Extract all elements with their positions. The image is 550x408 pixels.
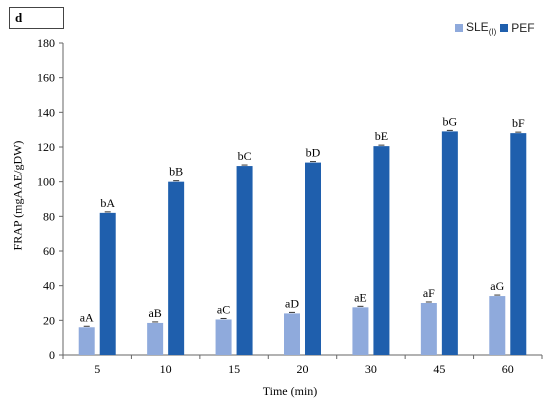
x-tick-label: 60 [502, 362, 514, 376]
y-tick-label: 40 [43, 279, 55, 293]
data-label: bC [238, 149, 252, 163]
y-tick-label: 0 [49, 348, 55, 362]
y-tick-label: 60 [43, 244, 55, 258]
legend: SLE(I) PEF [455, 20, 539, 36]
bar-pef [441, 131, 458, 355]
bar-pef [305, 162, 321, 355]
y-tick-label: 160 [37, 71, 55, 85]
x-tick-label: 5 [94, 362, 100, 376]
legend-item-sle: SLE(I) [455, 20, 496, 36]
data-label: bD [306, 146, 321, 160]
y-axis-label: FRAP (mgAAE/gDW) [10, 140, 25, 251]
bar-sle [352, 307, 369, 355]
data-label: aF [423, 286, 435, 300]
x-tick-label: 45 [433, 362, 445, 376]
bar-pef [168, 181, 185, 355]
y-tick-label: 180 [37, 36, 55, 50]
bar-sle [420, 303, 437, 355]
data-label: aE [354, 290, 367, 304]
data-label: aB [148, 306, 161, 320]
bar-pef [99, 212, 116, 355]
data-label: aG [490, 279, 504, 293]
bar-pef [510, 133, 527, 355]
y-tick-label: 120 [37, 140, 55, 154]
data-label: aC [217, 302, 230, 316]
data-label: aA [80, 310, 94, 324]
data-label: bF [512, 116, 525, 130]
legend-label-pef: PEF [511, 21, 535, 36]
bar-sle [147, 322, 164, 355]
bar-sle [78, 327, 95, 355]
legend-swatch-pef [500, 24, 509, 33]
panel-label: d [9, 7, 64, 29]
data-label: bA [100, 196, 115, 210]
x-tick-label: 30 [365, 362, 377, 376]
x-tick-label: 20 [297, 362, 309, 376]
bar-pef [236, 166, 253, 355]
bar-sle [284, 313, 300, 355]
data-label: bB [169, 165, 183, 179]
x-tick-label: 10 [160, 362, 172, 376]
data-label: aD [285, 296, 299, 310]
x-axis-label: Time (min) [262, 384, 318, 398]
bar-pef [373, 146, 390, 355]
data-label: bG [443, 114, 458, 128]
y-tick-label: 140 [37, 105, 55, 119]
bar-sle [489, 296, 506, 355]
data-label: bE [375, 129, 388, 143]
legend-swatch-sle [455, 24, 463, 33]
legend-item-pef: PEF [500, 21, 535, 36]
x-tick-label: 15 [228, 362, 240, 376]
bar-sle [215, 319, 232, 355]
legend-label-sle: SLE(I) [466, 20, 497, 37]
y-tick-label: 80 [43, 209, 55, 223]
y-tick-label: 100 [37, 175, 55, 189]
y-tick-label: 20 [43, 313, 55, 327]
